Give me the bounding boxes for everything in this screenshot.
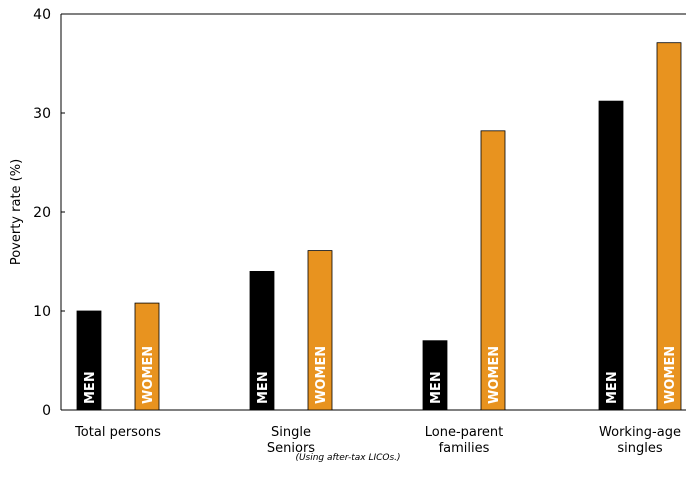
bar-women-1: [307, 250, 333, 411]
bar-series-label: MEN: [605, 371, 620, 404]
x-category-label: Lone-parent: [425, 425, 504, 440]
bar-series-label: WOMEN: [141, 346, 156, 404]
x-category-label: Seniors: [267, 441, 315, 456]
bar-women-0: [134, 302, 160, 411]
bar-series-label: MEN: [429, 371, 444, 404]
bars: [76, 42, 682, 411]
axes: 0 10 20 30 40: [33, 7, 686, 419]
chart-note: (Using after-tax LICOs.): [295, 453, 400, 463]
y-axis-label: Poverty rate (%): [9, 159, 24, 265]
bar-men-0: [76, 310, 102, 411]
y-tick-label: 0: [42, 403, 51, 419]
bar-women-2: [480, 130, 506, 411]
bar-series-label: WOMEN: [663, 346, 678, 404]
y-tick-label: 30: [33, 106, 51, 122]
x-category-label: Total persons: [74, 425, 161, 440]
x-category-label: families: [439, 441, 490, 456]
bar-men-1: [249, 270, 275, 411]
labels: MEN WOMEN Total persons MEN WOMEN SingleSenio…: [74, 346, 681, 456]
bar-men-2: [422, 340, 448, 411]
bar-women-3: [656, 42, 682, 411]
x-category-label: Working-age: [599, 425, 681, 440]
bar-series-label: MEN: [256, 371, 271, 404]
y-tick-label: 20: [33, 205, 51, 221]
y-tick-label: 40: [33, 7, 51, 23]
x-category-label: Single: [271, 425, 311, 440]
x-category-label: singles: [617, 441, 662, 456]
bar-series-label: WOMEN: [314, 346, 329, 404]
bar-series-label: MEN: [83, 371, 98, 404]
bar-men-3: [598, 100, 624, 411]
y-tick-label: 10: [33, 304, 51, 320]
bar-series-label: WOMEN: [487, 346, 502, 404]
